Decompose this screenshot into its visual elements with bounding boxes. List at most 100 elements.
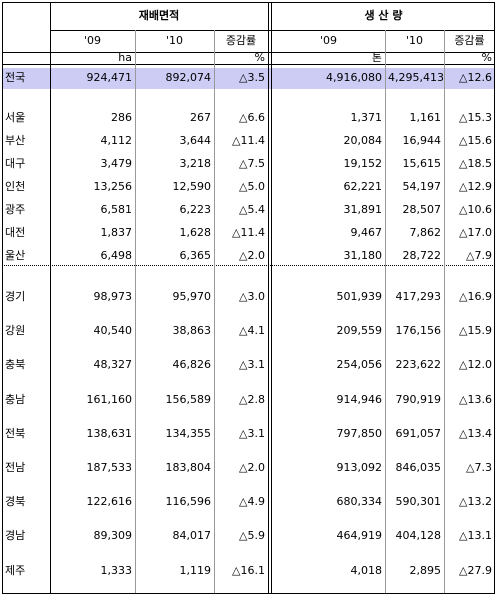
cell: 846,035 [395,461,442,474]
cell: 680,334 [336,495,383,509]
group-title: 생 산 량 [364,9,403,22]
cell: △13.2 [459,495,492,509]
region: 서울 [5,111,26,124]
cell: 924,471 [86,71,133,84]
cell: 1,333 [100,563,133,577]
cell: 1,837 [100,226,133,239]
cell: 4,112 [100,134,133,147]
header-line [2,52,495,53]
cell: 914,946 [336,392,383,406]
column-header: 증감률 [454,34,485,47]
header-line [2,64,495,65]
cell: 223,622 [395,358,442,372]
cell: △5.9 [239,529,265,543]
cell: △5.0 [239,180,265,193]
cell: 4,018 [350,563,383,577]
cell: 98,973 [93,290,133,303]
cell: 89,309 [93,529,133,543]
cell: 6,498 [100,249,133,262]
cell: 501,939 [336,290,383,303]
column-header: '10 [165,34,184,47]
cell: 3,644 [179,134,212,147]
region: 경기 [5,290,26,303]
cell: 4,295,413 [388,71,444,84]
cell: 16,944 [402,134,442,147]
cell: 156,589 [165,392,212,406]
column-divider [385,30,386,593]
region: 광주 [5,203,26,216]
cell: △18.5 [459,157,492,170]
cell: △13.6 [459,392,492,406]
cell: 138,631 [86,426,133,440]
cell: 797,850 [336,426,383,440]
cell: △12.6 [459,71,492,84]
region: 경북 [5,495,26,509]
cell: 3,479 [100,157,133,170]
cell: △13.4 [459,426,492,440]
region: 대구 [5,157,26,170]
region: 전국 [5,71,26,84]
cell: △16.1 [232,563,265,577]
cell: 6,365 [179,249,212,262]
cell: 6,223 [179,203,212,216]
cell: 691,057 [395,426,442,440]
cell: 209,559 [336,324,383,338]
cell: △3.1 [239,358,265,372]
section-divider [2,265,495,266]
cell: 1,371 [350,111,383,124]
cell: △7.3 [466,461,492,474]
cell: 28,722 [402,249,442,262]
cell: 13,256 [93,180,133,193]
region: 전북 [5,426,26,440]
cell: 122,616 [86,495,133,509]
column-divider [135,30,136,593]
cell: 38,863 [172,324,212,338]
cell: △17.0 [459,226,492,239]
cell: 176,156 [395,324,442,338]
cell: 1,161 [409,111,442,124]
region: 인천 [5,180,26,193]
cell: 9,467 [350,226,383,239]
cell: 12,590 [172,180,212,193]
cell: △3.0 [239,290,265,303]
cell: 286 [111,111,132,124]
cell: 40,540 [93,324,133,338]
region: 충남 [5,392,26,406]
cell: 54,197 [402,180,442,193]
cell: 254,056 [336,358,383,372]
cell: △11.4 [232,134,265,147]
cell: △27.9 [459,563,492,577]
unit: % [254,51,265,64]
cell: △16.9 [459,290,492,303]
cell: △7.9 [466,249,492,262]
column-header: 증감률 [225,34,257,47]
cell: △4.9 [239,495,265,509]
cell: △11.4 [232,226,265,239]
column-divider [444,30,445,593]
cell: 84,017 [172,529,212,543]
cell: 590,301 [395,495,442,509]
cell: △3.1 [239,426,265,440]
cell: 161,160 [86,392,133,406]
region: 부산 [5,134,26,147]
region: 제주 [5,563,26,577]
cell: 48,327 [93,358,133,372]
cell: △12.9 [459,180,492,193]
column-header: '09 [83,34,102,47]
cell: 62,221 [343,180,383,193]
total-band [2,68,495,89]
cell: 6,581 [100,203,133,216]
cell: 134,355 [165,426,212,440]
unit: % [481,51,492,64]
cell: 1,628 [179,226,212,239]
region: 울산 [5,249,26,262]
cell: 187,533 [86,461,133,474]
cell: 46,826 [172,358,212,372]
cell: 267 [190,111,211,124]
column-header: '10 [405,34,424,47]
column-divider [214,30,215,593]
cell: △5.4 [239,203,265,216]
unit: ha [118,51,132,64]
cell: 28,507 [402,203,442,216]
cell: 892,074 [165,71,212,84]
